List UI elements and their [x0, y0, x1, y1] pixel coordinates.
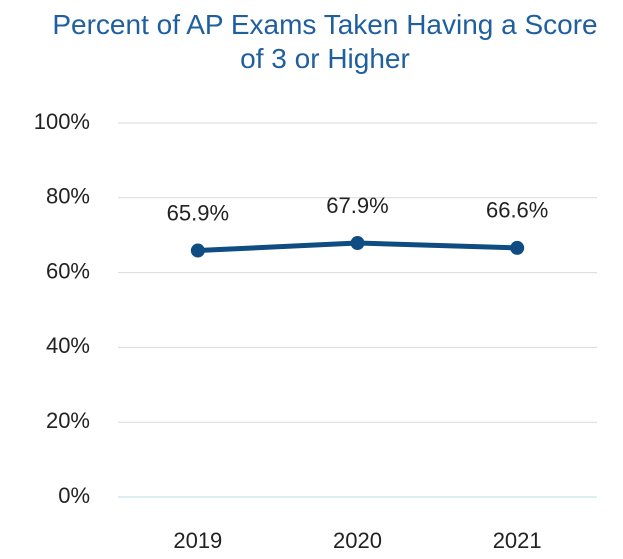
x-tick-label: 2019: [173, 528, 222, 553]
data-point: [510, 240, 525, 255]
data-label: 67.9%: [326, 193, 388, 218]
data-label: 66.6%: [486, 198, 548, 223]
y-tick-label: 20%: [46, 408, 90, 433]
x-tick-label: 2021: [493, 528, 542, 553]
y-tick-label: 100%: [34, 109, 90, 134]
data-point: [190, 243, 205, 258]
y-tick-label: 80%: [46, 184, 90, 209]
y-tick-label: 0%: [58, 483, 90, 508]
data-label: 65.9%: [167, 200, 229, 225]
data-point: [350, 236, 365, 251]
y-tick-label: 60%: [46, 258, 90, 283]
y-tick-label: 40%: [46, 333, 90, 358]
chart-title: Percent of AP Exams Taken Having a Score…: [52, 9, 598, 74]
x-tick-label: 2020: [333, 528, 382, 553]
